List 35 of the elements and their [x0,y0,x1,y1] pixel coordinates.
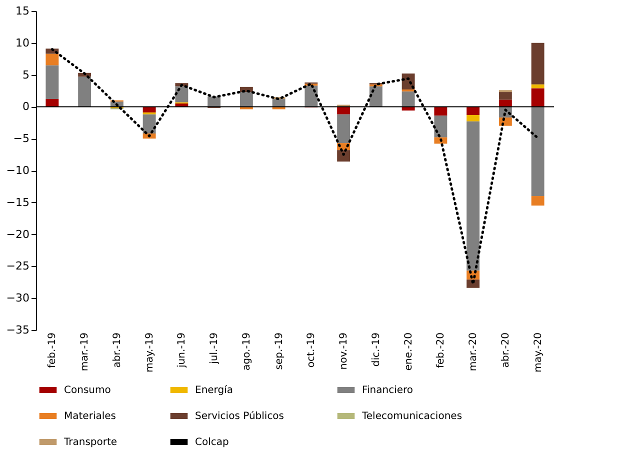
y-tick-label: 15 [16,4,30,18]
y-tick-label: 5 [22,68,30,82]
y-tick-label: −5 [13,132,30,146]
legend-label: Servicios Públicos [195,411,284,422]
y-tick-label: 10 [16,36,30,50]
y-tick-label: −20 [6,228,30,241]
y-tick-label: −30 [6,292,30,305]
legend-label: Consumo [64,385,111,396]
x-tick-label: abr.-19 [112,332,123,368]
y-tick-label: 0 [22,100,30,114]
x-tick-label: ene.-20 [403,332,414,371]
x-tick-label: oct.-19 [306,332,318,368]
legend-label: Transporte [63,437,118,448]
x-tick-label: jun.-19 [176,332,188,368]
x-tick-label: abr.-20 [500,332,512,368]
legend-label: Financiero [362,385,414,396]
x-tick-label: sep.-19 [274,332,285,370]
x-tick-label: feb.-19 [47,332,58,368]
legend-label: Colcap [195,437,229,448]
x-tick-label: dic.-19 [370,332,382,367]
x-tick-label: mar.-20 [468,332,480,372]
x-tick-label: feb.-20 [436,332,447,368]
y-tick-label: −35 [6,324,30,336]
x-tick-label: may.-20 [532,332,544,372]
x-tick-label: ago.-19 [241,332,252,370]
x-tick-label: jul.-19 [209,332,220,365]
legend-label: Energía [195,385,233,396]
legend-label: Materiales [64,411,116,422]
y-tick-label: −10 [6,164,30,177]
x-tick-label: nov.-19 [338,332,350,370]
y-tick-label: −25 [6,260,30,273]
x-tick-label: mar.-19 [80,332,91,372]
y-tick-label: −15 [6,196,30,209]
legend-label: Telecomunicaciones [361,411,462,422]
x-tick-label: may.-19 [144,332,156,372]
